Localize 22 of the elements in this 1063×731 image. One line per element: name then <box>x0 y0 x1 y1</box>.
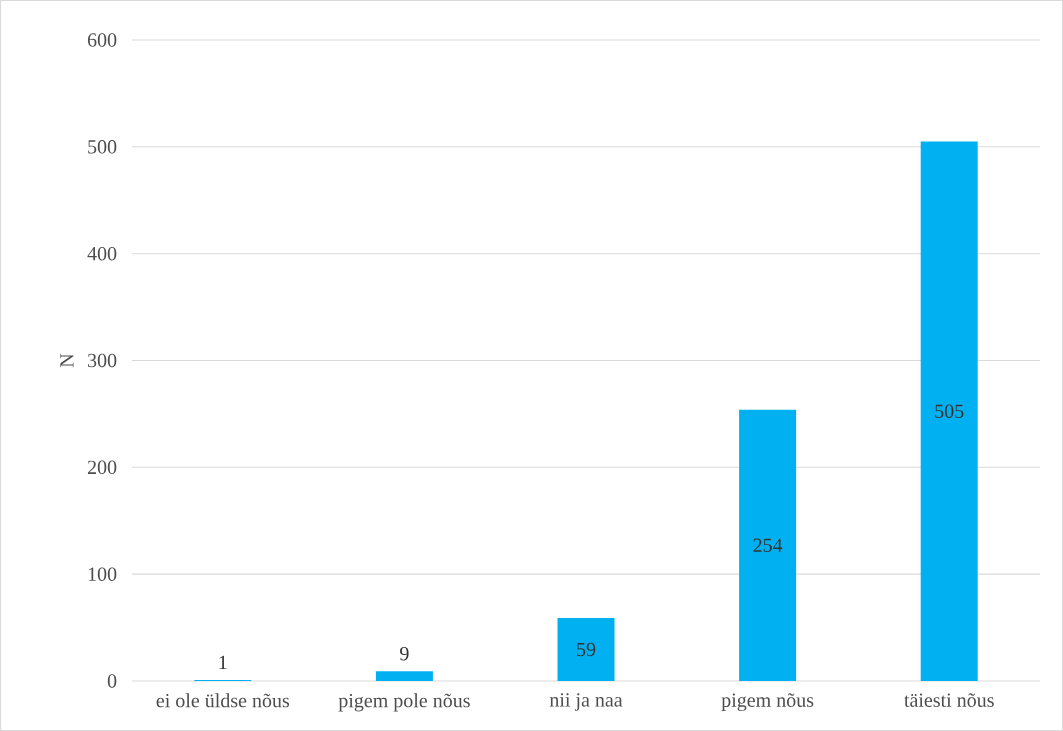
data-label: 59 <box>577 642 596 657</box>
x-tick-label: nii ja naa <box>549 693 623 711</box>
bar <box>557 617 615 681</box>
y-axis-title: N <box>60 353 74 368</box>
bar <box>375 671 433 681</box>
x-tick-label: täiesti nõus <box>904 693 994 707</box>
y-tick-label: 500 <box>88 140 117 154</box>
x-tick-label: pigem pole nõus <box>338 693 470 712</box>
bar <box>739 409 797 681</box>
bar <box>920 141 978 681</box>
data-label: 1 <box>219 655 227 669</box>
y-tick-label: 600 <box>87 33 117 47</box>
data-label: 254 <box>753 538 783 553</box>
data-label: 9 <box>400 647 409 661</box>
y-tick-label: 400 <box>87 246 117 261</box>
y-tick-label: 300 <box>88 353 117 368</box>
y-tick-label: 200 <box>87 460 117 475</box>
x-tick-label: pigem nõus <box>721 693 814 712</box>
x-tick-label: ei ole üldse nõus <box>156 693 290 708</box>
y-tick-label: 0 <box>107 674 117 688</box>
y-tick-label: 100 <box>88 567 117 581</box>
data-label: 505 <box>935 404 964 418</box>
